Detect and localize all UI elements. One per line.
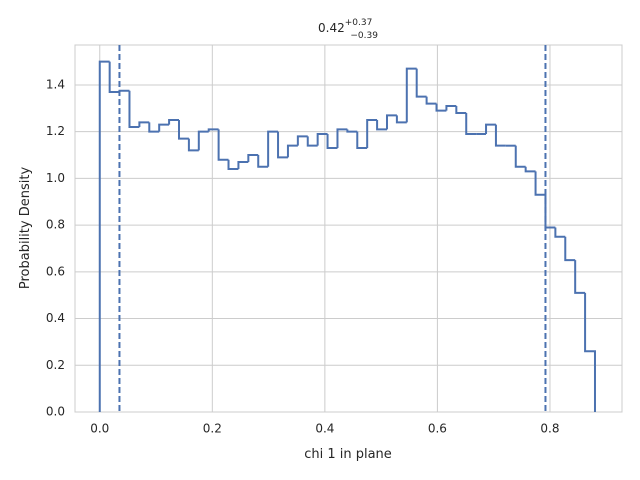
histogram-step bbox=[138, 121, 150, 127]
histogram-step bbox=[554, 227, 566, 238]
histogram-step bbox=[168, 118, 179, 125]
histogram-step bbox=[296, 135, 308, 146]
x-tick-label: 0.0 bbox=[90, 422, 109, 436]
histogram-step bbox=[148, 122, 160, 133]
chart-title: 0.42+0.37 −0.39 bbox=[318, 18, 378, 41]
y-tick-label: 1.4 bbox=[46, 77, 65, 91]
x-tick-label: 0.4 bbox=[315, 422, 334, 436]
histogram-step bbox=[197, 130, 209, 151]
histogram-step bbox=[376, 119, 387, 131]
y-axis-label: Probability Density bbox=[18, 167, 33, 290]
histogram-step bbox=[227, 159, 239, 171]
title-plus: +0.37 bbox=[345, 18, 373, 28]
histogram-step bbox=[366, 118, 378, 149]
histogram-step bbox=[465, 112, 477, 136]
x-axis-label: chi 1 in plane bbox=[304, 447, 392, 462]
histogram-step bbox=[336, 128, 348, 149]
histogram-step bbox=[118, 89, 130, 92]
histogram-step bbox=[346, 129, 358, 133]
histogram-step bbox=[277, 131, 288, 159]
y-tick-label: 0.0 bbox=[46, 405, 65, 419]
histogram-step bbox=[237, 161, 249, 170]
histogram-step bbox=[158, 123, 170, 132]
histogram-step bbox=[534, 171, 546, 196]
histogram-step bbox=[415, 68, 427, 98]
histogram-step bbox=[177, 119, 189, 140]
histogram-step bbox=[574, 260, 586, 294]
y-tick-label: 0.8 bbox=[46, 218, 65, 232]
y-tick-label: 1.0 bbox=[46, 171, 65, 185]
y-tick-label: 0.4 bbox=[46, 311, 65, 325]
histogram-step bbox=[247, 154, 259, 163]
histogram-step bbox=[435, 103, 447, 112]
y-tick-label: 0.6 bbox=[46, 264, 65, 278]
histogram-step bbox=[385, 114, 397, 130]
histogram-step bbox=[267, 130, 279, 167]
x-tick-label: 0.6 bbox=[428, 422, 447, 436]
histogram-step bbox=[128, 90, 140, 128]
y-tick-label: 1.2 bbox=[46, 124, 65, 138]
histogram-step bbox=[425, 96, 437, 105]
plot-area bbox=[74, 44, 623, 413]
x-tick-label: 0.2 bbox=[203, 422, 222, 436]
histogram-step bbox=[445, 104, 457, 111]
title-value: 0.42 bbox=[318, 21, 345, 35]
histogram-step bbox=[405, 67, 417, 123]
histogram-step bbox=[524, 166, 536, 173]
histogram-step bbox=[286, 144, 298, 158]
x-tick-label: 0.8 bbox=[540, 422, 559, 436]
histogram-step bbox=[316, 133, 328, 146]
y-tick-label: 0.2 bbox=[46, 358, 65, 372]
histogram-step bbox=[98, 60, 110, 412]
histogram-step bbox=[395, 115, 407, 124]
histogram-step bbox=[356, 131, 368, 150]
histogram-step bbox=[494, 124, 506, 147]
histogram-step bbox=[455, 105, 467, 114]
histogram-step bbox=[108, 61, 120, 93]
histogram-step bbox=[514, 145, 526, 168]
histogram-step bbox=[257, 155, 269, 168]
histogram-step bbox=[564, 236, 576, 262]
histogram-step bbox=[584, 292, 596, 412]
histogram-step bbox=[207, 128, 219, 132]
histogram-step bbox=[485, 123, 496, 135]
title-minus: −0.39 bbox=[350, 31, 378, 41]
histogram-step bbox=[217, 129, 229, 161]
histogram-step bbox=[187, 138, 199, 152]
histogram-step bbox=[326, 134, 338, 150]
histogram-step bbox=[306, 136, 318, 147]
